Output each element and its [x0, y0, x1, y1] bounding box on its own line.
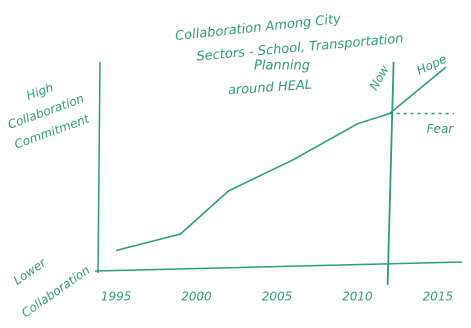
x-axis — [94, 261, 463, 272]
y-axis — [97, 61, 101, 274]
y-label-top: High — [24, 80, 55, 103]
x-tick-label: 2005 — [262, 290, 293, 304]
title-line: around HEAL — [227, 78, 312, 99]
title-line: Planning — [254, 59, 310, 74]
x-tick-label: 2010 — [342, 290, 373, 304]
series-line — [389, 66, 447, 115]
x-tick-label: 2000 — [181, 290, 212, 304]
now-line — [386, 61, 395, 286]
x-tick-label: 1995 — [101, 290, 132, 304]
y-label-bottom: Lower — [11, 255, 50, 288]
x-tick-label: 2015 — [423, 290, 454, 304]
series-label: Fear — [427, 122, 455, 136]
now-label: Now — [367, 63, 392, 93]
series-line — [115, 112, 390, 252]
series-label: Hope — [415, 52, 449, 78]
